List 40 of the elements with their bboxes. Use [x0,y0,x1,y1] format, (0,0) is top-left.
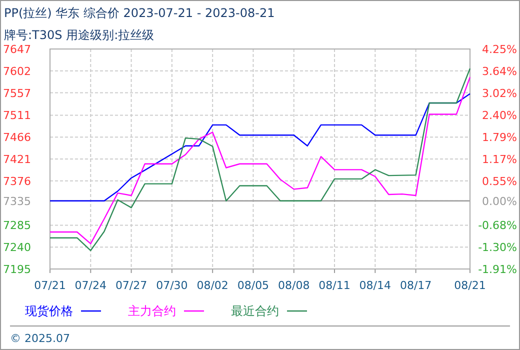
y-tick-label: 7557 [3,86,31,100]
x-tick-label: 08/11 [318,279,350,292]
y2-tick-label: -0.68% [478,219,517,232]
y-tick-label: 7240 [3,241,31,254]
y-tick-label: 7421 [3,153,31,166]
y2-tick-label: -1.91% [478,263,517,276]
x-tick-label: 08/14 [359,279,392,292]
x-tick-label: 08/17 [400,279,432,292]
chart-title: PP(拉丝) 华东 综合价 2023-07-21 - 2023-08-21 [4,6,275,20]
y2-tick-label: 3.64% [482,64,517,78]
legend-label: 现货价格 [25,304,73,318]
y2-tick-label: 2.40% [482,109,517,122]
y-tick-label: 7647 [3,43,31,56]
x-tick-label: 07/30 [156,279,188,292]
y-tick-label: 7285 [3,219,31,232]
x-tick-label: 08/05 [237,279,270,292]
text: © 2025.07 [10,332,70,345]
chart-subtitle: 牌号:T30S 用途级别:拉丝级 [4,28,154,42]
y-tick-label: 7376 [3,174,31,188]
y-tick-label: 7466 [3,131,31,144]
y-tick-label: 7335 [3,194,31,208]
y2-tick-label: 4.25% [482,43,517,56]
y-tick-label: 7195 [3,263,31,276]
y2-tick-label: 1.17% [482,153,517,166]
x-tick-label: 07/24 [74,279,106,292]
y2-tick-label: 1.79% [482,130,517,144]
line-series [49,93,471,202]
x-tick-label: 07/27 [115,279,148,292]
y2-tick-label: 3.02% [482,86,517,100]
y2-tick-label: 0.55% [482,175,517,188]
x-tick-label: 07/21 [34,279,66,292]
x-tick-label: 08/02 [196,279,228,292]
legend-label: 主力合约 [128,304,176,318]
y-tick-label: 7602 [3,64,31,78]
y2-tick-label: -1.30% [478,241,517,254]
legend-label: 最近合约 [231,304,279,318]
y-tick-label: 7511 [3,109,31,122]
y2-tick-label: 0.00% [482,194,517,208]
x-tick-label: 08/08 [278,279,310,292]
x-tick-label: 08/21 [454,279,486,292]
